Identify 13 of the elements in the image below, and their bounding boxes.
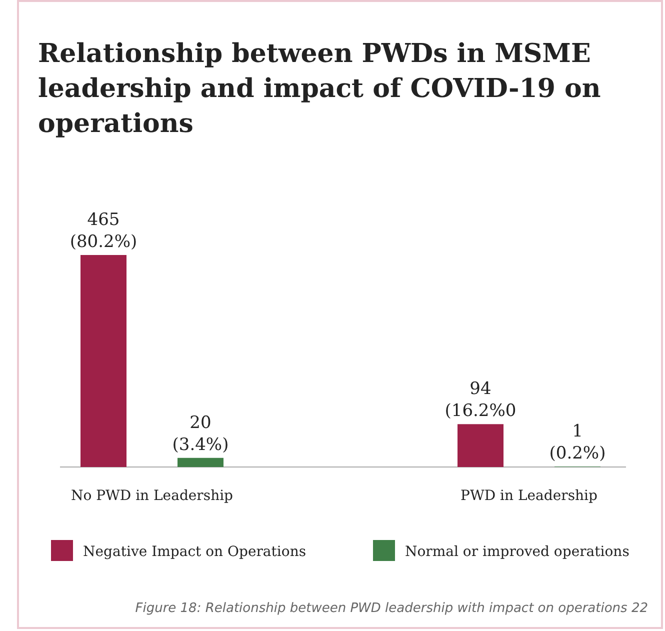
x-tick-label: PWD in Leadership xyxy=(460,488,598,504)
caption: Figure 18: Relationship between PWD leadership with impact on operations 22 xyxy=(135,601,648,616)
legend-label: Negative Impact on Operations xyxy=(83,544,306,560)
data-label: 1 (0.2%) xyxy=(549,422,606,464)
bar xyxy=(458,424,504,467)
chart-title: Relationship between PWDs in MSME leadership and impact of COVID-19 on operations xyxy=(38,39,601,139)
legend-label: Normal or improved operations xyxy=(405,544,630,560)
bar xyxy=(80,255,126,467)
data-label: 20 (3.4%) xyxy=(172,412,229,455)
data-label: 94 (16.2%0 xyxy=(444,379,516,422)
x-tick-label: No PWD in Leadership xyxy=(70,488,234,504)
bar xyxy=(178,458,224,467)
data-label: 465 (80.2%) xyxy=(70,210,138,252)
